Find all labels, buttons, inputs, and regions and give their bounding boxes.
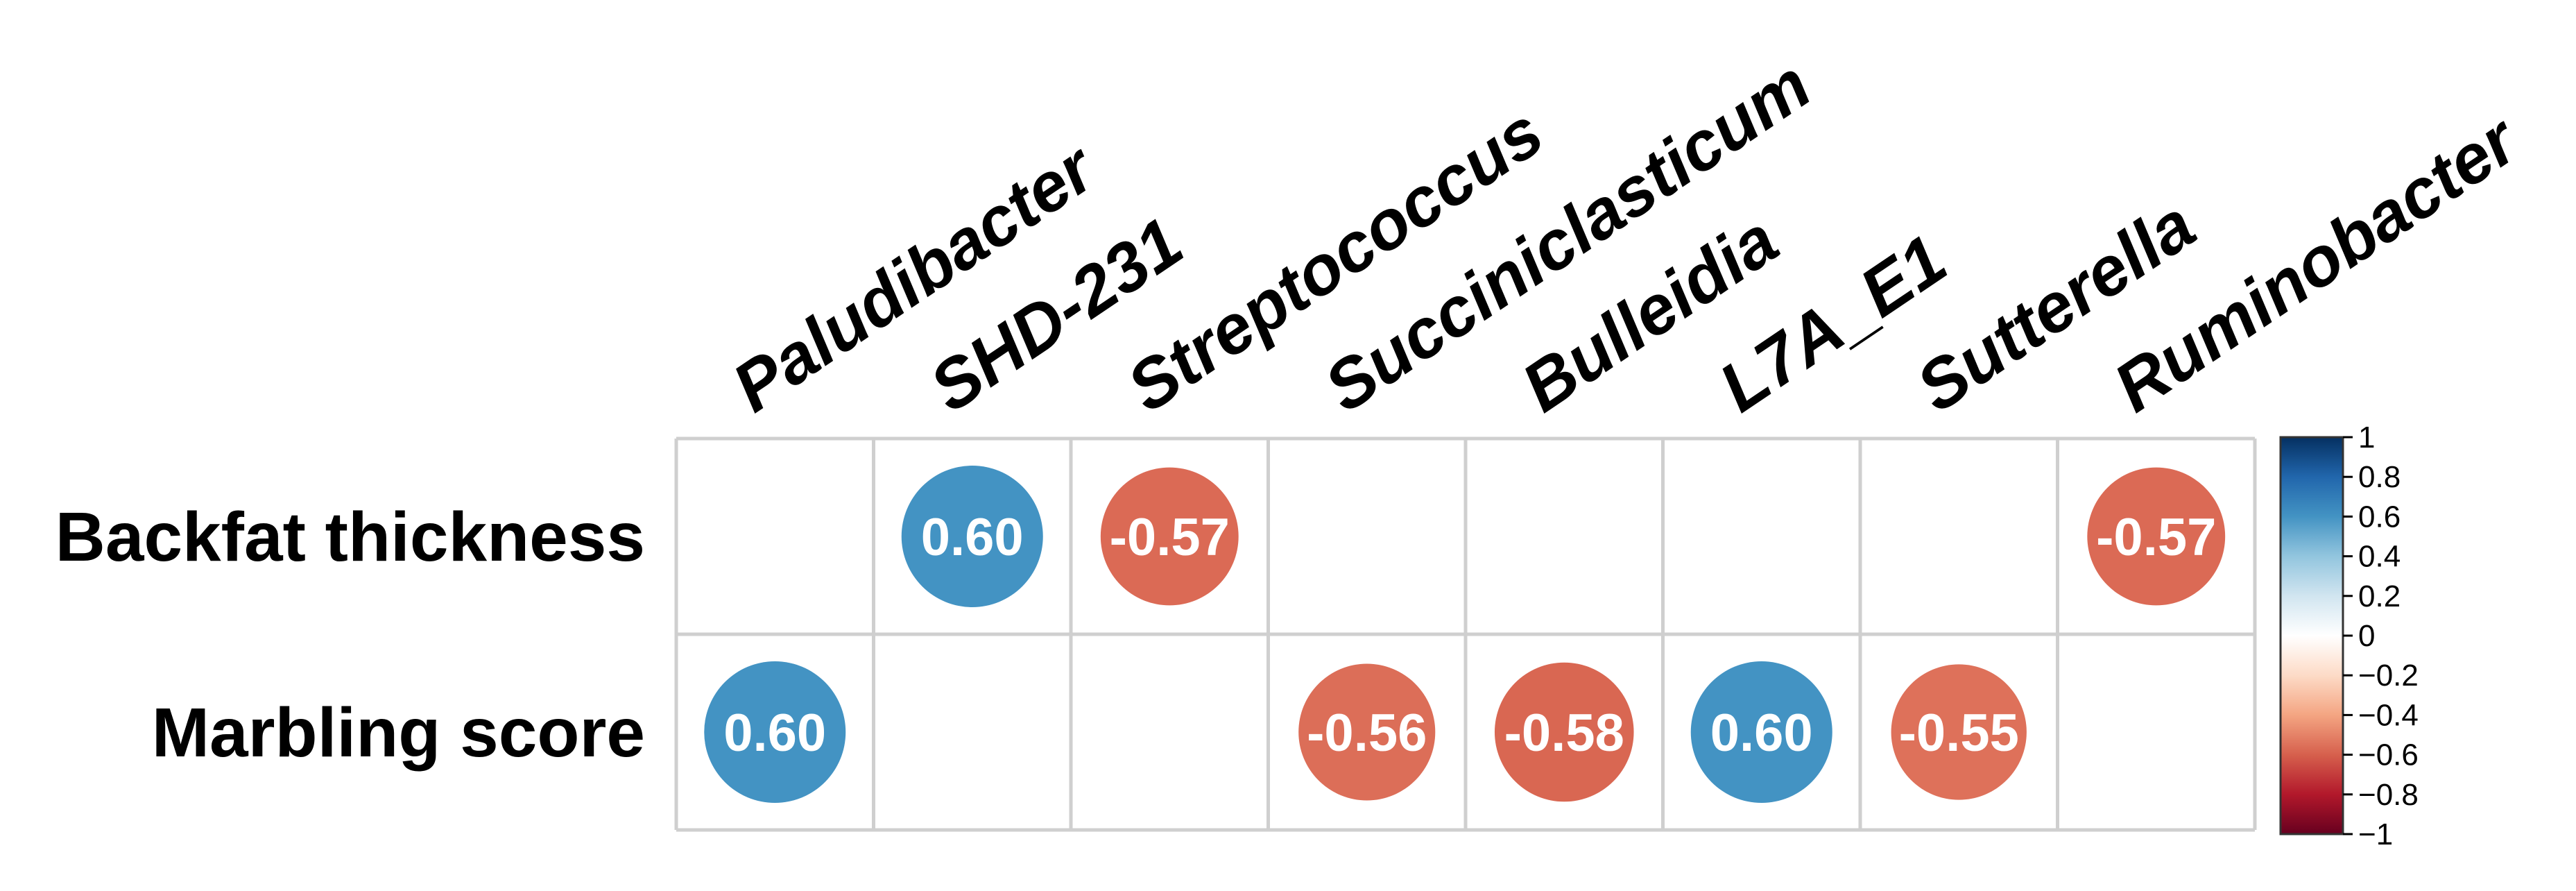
colorbar-tick-label: −0.8 [2358, 778, 2419, 812]
correlation-value-label: -0.57 [1110, 508, 1230, 567]
correlation-circle [1891, 664, 2027, 800]
correlation-value-label: -0.57 [2096, 508, 2216, 567]
colorbar-tick-label: −1 [2358, 817, 2393, 851]
row-labels: Backfat thickness Marbling score [55, 498, 645, 772]
correlation-circle [1100, 467, 1239, 606]
colorbar-tick-label: 1 [2358, 421, 2375, 455]
column-labels: PaludibacterSHD-231StreptococcusSuccinic… [719, 46, 2534, 427]
correlation-circle [704, 661, 846, 803]
grid [674, 436, 2257, 832]
row-label: Marbling score [152, 694, 645, 772]
correlation-value-label: 0.60 [921, 508, 1024, 567]
colorbar: 1 0.8 0.6 0.4 0.2 0 −0.2 −0.4 −0.6 −0.8 −1 [2279, 421, 2419, 851]
row-label: Backfat thickness [55, 498, 645, 576]
correlation-circle [901, 466, 1043, 607]
colorbar-gradient [2279, 436, 2344, 835]
correlation-value-label: 0.60 [723, 704, 826, 763]
correlation-circle [1494, 662, 1634, 802]
colorbar-tick-label: 0.2 [2358, 579, 2401, 613]
correlation-value-label: -0.58 [1504, 704, 1624, 763]
colorbar-tick-label: 0.4 [2358, 540, 2401, 574]
correlation-circles: 0.60 -0.57 -0.57 0.60 -0.56 -0.58 0.60 -0.55 [704, 466, 2226, 803]
correlation-circle [1690, 661, 1832, 803]
correlation-value-label: -0.56 [1307, 704, 1427, 763]
colorbar-tick-label: −0.2 [2358, 659, 2419, 693]
colorbar-tick-label: 0 [2358, 619, 2375, 653]
correlation-circle [2087, 467, 2226, 606]
correlation-value-label: 0.60 [1710, 704, 1813, 763]
correlation-circle [1298, 663, 1436, 801]
colorbar-tick-label: −0.4 [2358, 698, 2419, 732]
colorbar-tick-label: 0.6 [2358, 500, 2401, 534]
colorbar-tick-label: −0.6 [2358, 738, 2419, 772]
colorbar-tick-label: 0.8 [2358, 460, 2401, 494]
correlation-value-label: -0.55 [1899, 704, 2019, 763]
